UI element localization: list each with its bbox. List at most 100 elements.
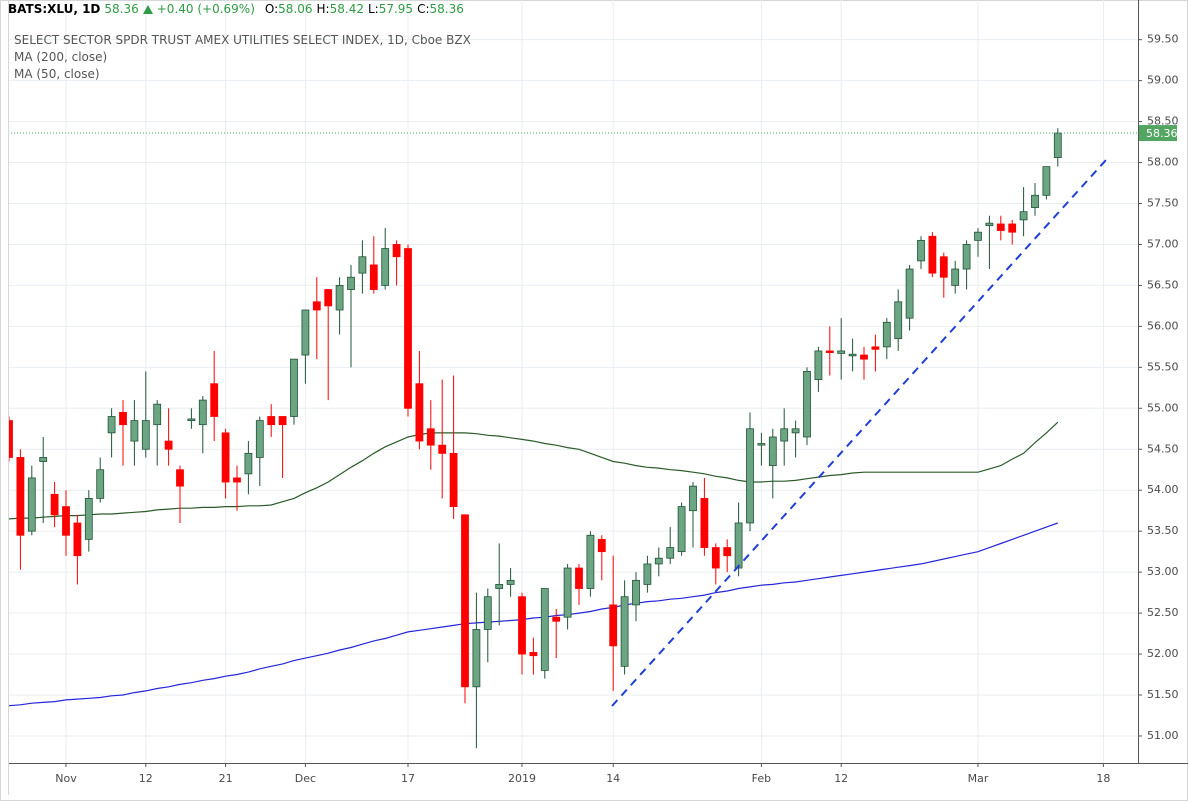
candle-body [803, 371, 811, 438]
up-arrow [142, 4, 153, 14]
ohlc-label: C: [417, 2, 430, 16]
candle-body [347, 276, 355, 290]
candle-body [586, 534, 595, 589]
candle-body [221, 432, 230, 483]
candle-body [1031, 194, 1039, 208]
candle-body [860, 354, 868, 360]
x-tick-label: 12 [834, 772, 848, 785]
candle-body [871, 346, 880, 350]
x-tick-label: Mar [968, 772, 989, 785]
candle-body [141, 420, 150, 450]
y-tick-label: 55.00 [1147, 401, 1179, 414]
candle-body [176, 469, 184, 487]
candle-body [654, 557, 663, 565]
candle-body [746, 428, 754, 524]
candle-body [1008, 223, 1017, 233]
candle-body [244, 452, 253, 475]
candle-body [780, 428, 789, 442]
candle-body [392, 244, 401, 258]
last-price-label: 58.36 [1146, 127, 1178, 140]
moving-average-line [8, 421, 1059, 520]
candle-body [951, 268, 960, 286]
candle-body [723, 547, 732, 557]
candle-body [689, 485, 697, 512]
candle-body [404, 248, 412, 409]
x-tick-label: Feb [752, 772, 771, 785]
y-tick-label: 59.00 [1147, 74, 1179, 87]
candle-body [529, 652, 538, 657]
header: BATS:XLU, 1D 58.36 +0.40 (+0.69%) O: 58.0… [8, 2, 464, 16]
candle-body [461, 514, 469, 688]
candle-body [506, 579, 515, 585]
candle-body [449, 452, 458, 507]
candle-body [928, 235, 937, 274]
legend: SELECT SECTOR SPDR TRUST AMEX UTILITIES … [14, 32, 471, 83]
y-tick-label: 54.50 [1147, 442, 1179, 455]
candle-body [62, 506, 70, 536]
candle-body [358, 256, 367, 274]
ohlc-label: O: [264, 2, 279, 16]
candle-body [290, 358, 298, 417]
candle-body [426, 428, 435, 446]
candle-body [483, 596, 492, 630]
candle-body [472, 629, 481, 688]
candle-body [552, 616, 561, 622]
x-tick-label: 17 [401, 772, 415, 785]
x-tick-label: Nov [55, 772, 77, 785]
candle-body [119, 411, 127, 426]
candle-body [996, 223, 1005, 231]
trend-line [611, 159, 1107, 707]
candle-body [757, 443, 766, 446]
candle-body [198, 399, 207, 426]
candle-body [312, 301, 321, 311]
last-price-tag [1139, 125, 1177, 142]
y-tick-label: 58.00 [1147, 156, 1179, 169]
chart-title: SELECT SECTOR SPDR TRUST AMEX UTILITIES … [14, 33, 471, 47]
candle-body [894, 301, 903, 340]
last-price: 58.36 [104, 2, 139, 16]
x-tick-label: 12 [139, 772, 153, 785]
candle-body [50, 493, 59, 516]
candle-body [27, 477, 36, 532]
legend-entry: MA (200, close) [14, 50, 108, 64]
candle-body [1053, 132, 1062, 159]
y-tick-label: 59.50 [1147, 33, 1179, 46]
x-tick-label: 21 [219, 772, 233, 785]
candle-body [597, 538, 606, 553]
candle-body [278, 416, 287, 426]
y-tick-label: 51.00 [1147, 729, 1179, 742]
candle-body [939, 256, 948, 278]
candle-body [666, 547, 675, 559]
ohlc-value: 58.42 [329, 2, 364, 16]
candle-body [700, 498, 709, 548]
candle-body [643, 563, 652, 585]
candle-body [1042, 166, 1051, 196]
candle-body [962, 244, 971, 270]
candle-body [518, 596, 526, 655]
candle-body [905, 268, 914, 319]
candle-body [438, 444, 447, 454]
candle-body [187, 418, 196, 421]
ohlc-value: 58.36 [429, 2, 464, 16]
candle-body [381, 248, 390, 286]
candle-body [415, 383, 424, 442]
y-tick-label: 58.50 [1147, 115, 1179, 128]
candle-body [39, 457, 48, 462]
symbol: BATS:XLU, 1D [8, 2, 101, 16]
candle-body [632, 579, 640, 606]
candle-body [267, 416, 276, 426]
candle-body [16, 457, 25, 536]
candle-body [495, 584, 504, 589]
ohlc-value: 57.95 [378, 2, 414, 16]
ohlc-label: H: [316, 2, 330, 16]
x-tick-label: Dec [295, 772, 316, 785]
candle-body [575, 567, 583, 589]
candle-body [107, 416, 116, 434]
candle-body [369, 264, 378, 290]
candle-body [301, 309, 310, 356]
candle-body [609, 604, 618, 647]
y-tick-label: 51.50 [1147, 688, 1179, 701]
x-tick-label: 18 [1096, 772, 1110, 785]
y-tick-label: 57.00 [1147, 237, 1179, 250]
candle-body [825, 350, 834, 353]
